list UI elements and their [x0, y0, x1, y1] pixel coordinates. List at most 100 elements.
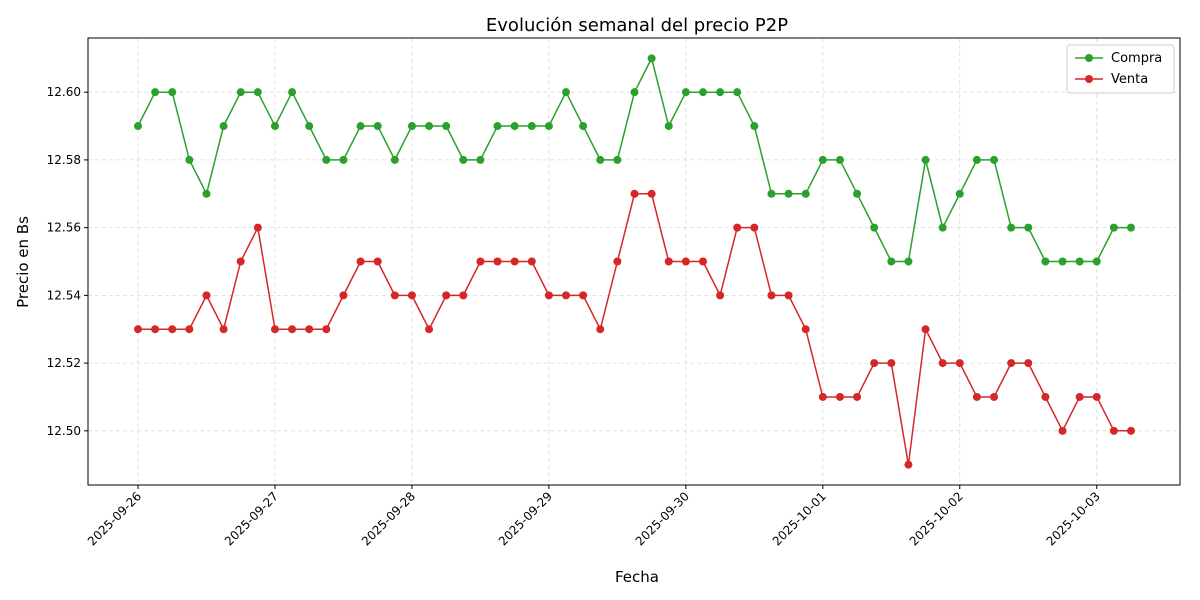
point	[767, 291, 776, 300]
point	[1058, 257, 1067, 266]
point	[1075, 392, 1084, 401]
point	[990, 155, 999, 164]
point	[185, 325, 194, 334]
point	[887, 257, 896, 266]
point	[510, 257, 519, 266]
y-tick-label: 12.50	[47, 424, 81, 438]
point	[270, 122, 279, 131]
point	[938, 359, 947, 368]
point	[784, 291, 793, 300]
y-tick-label: 12.56	[47, 221, 81, 235]
legend: Compra Venta	[1066, 44, 1175, 94]
point	[476, 155, 485, 164]
point	[835, 155, 844, 164]
point	[716, 88, 725, 97]
legend-marker	[1085, 75, 1093, 83]
point	[664, 257, 673, 266]
point	[733, 223, 742, 232]
point	[681, 88, 690, 97]
point	[202, 291, 211, 300]
point	[835, 392, 844, 401]
point	[921, 325, 930, 334]
point	[853, 392, 862, 401]
point	[134, 325, 142, 334]
point	[767, 189, 776, 198]
y-tick-label: 12.52	[47, 356, 81, 370]
point	[510, 122, 519, 131]
legend-label: Venta	[1111, 72, 1148, 87]
point	[733, 88, 742, 97]
point	[544, 291, 553, 300]
point	[630, 189, 639, 198]
point	[288, 88, 297, 97]
point	[818, 392, 827, 401]
point	[305, 122, 314, 131]
point	[459, 291, 468, 300]
point	[1092, 257, 1101, 266]
point	[921, 155, 930, 164]
point	[562, 291, 571, 300]
y-tick-label: 12.54	[47, 288, 81, 302]
point	[801, 325, 810, 334]
point	[972, 155, 981, 164]
point	[1007, 359, 1016, 368]
point	[442, 122, 451, 131]
point	[870, 359, 879, 368]
point	[1092, 392, 1101, 401]
point	[698, 88, 707, 97]
point	[1127, 223, 1135, 232]
point	[527, 122, 536, 131]
x-axis-label: Fecha	[615, 568, 659, 586]
legend-label: Compra	[1111, 51, 1162, 66]
point	[1109, 426, 1118, 435]
point	[425, 325, 434, 334]
point	[681, 257, 690, 266]
point	[185, 155, 194, 164]
legend-box	[1066, 44, 1175, 94]
point	[544, 122, 553, 131]
point	[134, 122, 142, 131]
point	[407, 122, 416, 131]
point	[579, 122, 588, 131]
point	[1007, 223, 1016, 232]
point	[151, 88, 160, 97]
point	[887, 359, 896, 368]
point	[236, 88, 245, 97]
point	[356, 122, 365, 131]
point	[647, 54, 656, 63]
point	[476, 257, 485, 266]
point	[1127, 426, 1135, 435]
point	[579, 291, 588, 300]
point	[955, 189, 964, 198]
point	[407, 291, 416, 300]
point	[990, 392, 999, 401]
point	[630, 88, 639, 97]
point	[527, 257, 536, 266]
point	[613, 155, 622, 164]
point	[425, 122, 434, 131]
point	[253, 88, 262, 97]
point	[151, 325, 160, 334]
point	[168, 325, 177, 334]
point	[219, 122, 228, 131]
point	[1109, 223, 1118, 232]
point	[459, 155, 468, 164]
point	[219, 325, 228, 334]
point	[904, 460, 913, 469]
point	[236, 257, 245, 266]
point	[1075, 257, 1084, 266]
point	[442, 291, 451, 300]
point	[1041, 392, 1050, 401]
y-tick-label: 12.58	[47, 153, 81, 167]
point	[270, 325, 279, 334]
point	[784, 189, 793, 198]
point	[853, 189, 862, 198]
point	[493, 257, 502, 266]
point	[493, 122, 502, 131]
point	[955, 359, 964, 368]
point	[647, 189, 656, 198]
point	[698, 257, 707, 266]
point	[870, 223, 879, 232]
point	[322, 325, 331, 334]
